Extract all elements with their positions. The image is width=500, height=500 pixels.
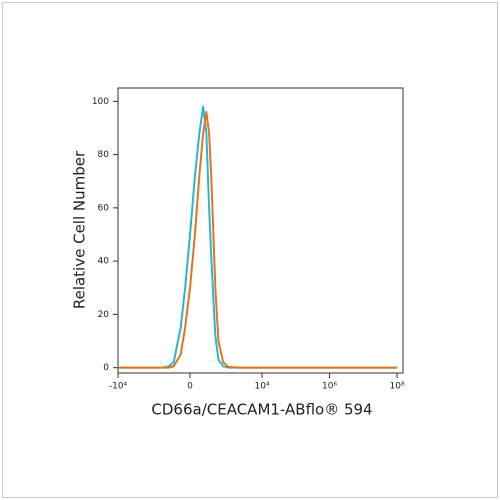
- y-tick-label: 60: [98, 203, 110, 213]
- x-tick-label: 10⁸: [390, 382, 405, 392]
- y-tick-label: 100: [92, 97, 109, 107]
- x-tick-label: -10⁴: [109, 382, 128, 392]
- histogram-line: [118, 110, 398, 369]
- y-tick-label: 40: [98, 257, 110, 267]
- x-axis-label: CD66a/CEACAM1-ABflo® 594: [151, 401, 372, 419]
- x-tick-label: 10⁶: [322, 382, 337, 392]
- plot-frame: [117, 87, 404, 374]
- y-tick-label: 80: [98, 150, 110, 160]
- x-tick-label: 10⁴: [255, 382, 270, 392]
- x-tick-label: 0: [187, 382, 193, 392]
- y-tick-label: 0: [103, 363, 109, 373]
- y-tick-label: 20: [98, 310, 110, 320]
- y-axis-label: Relative Cell Number: [71, 150, 89, 309]
